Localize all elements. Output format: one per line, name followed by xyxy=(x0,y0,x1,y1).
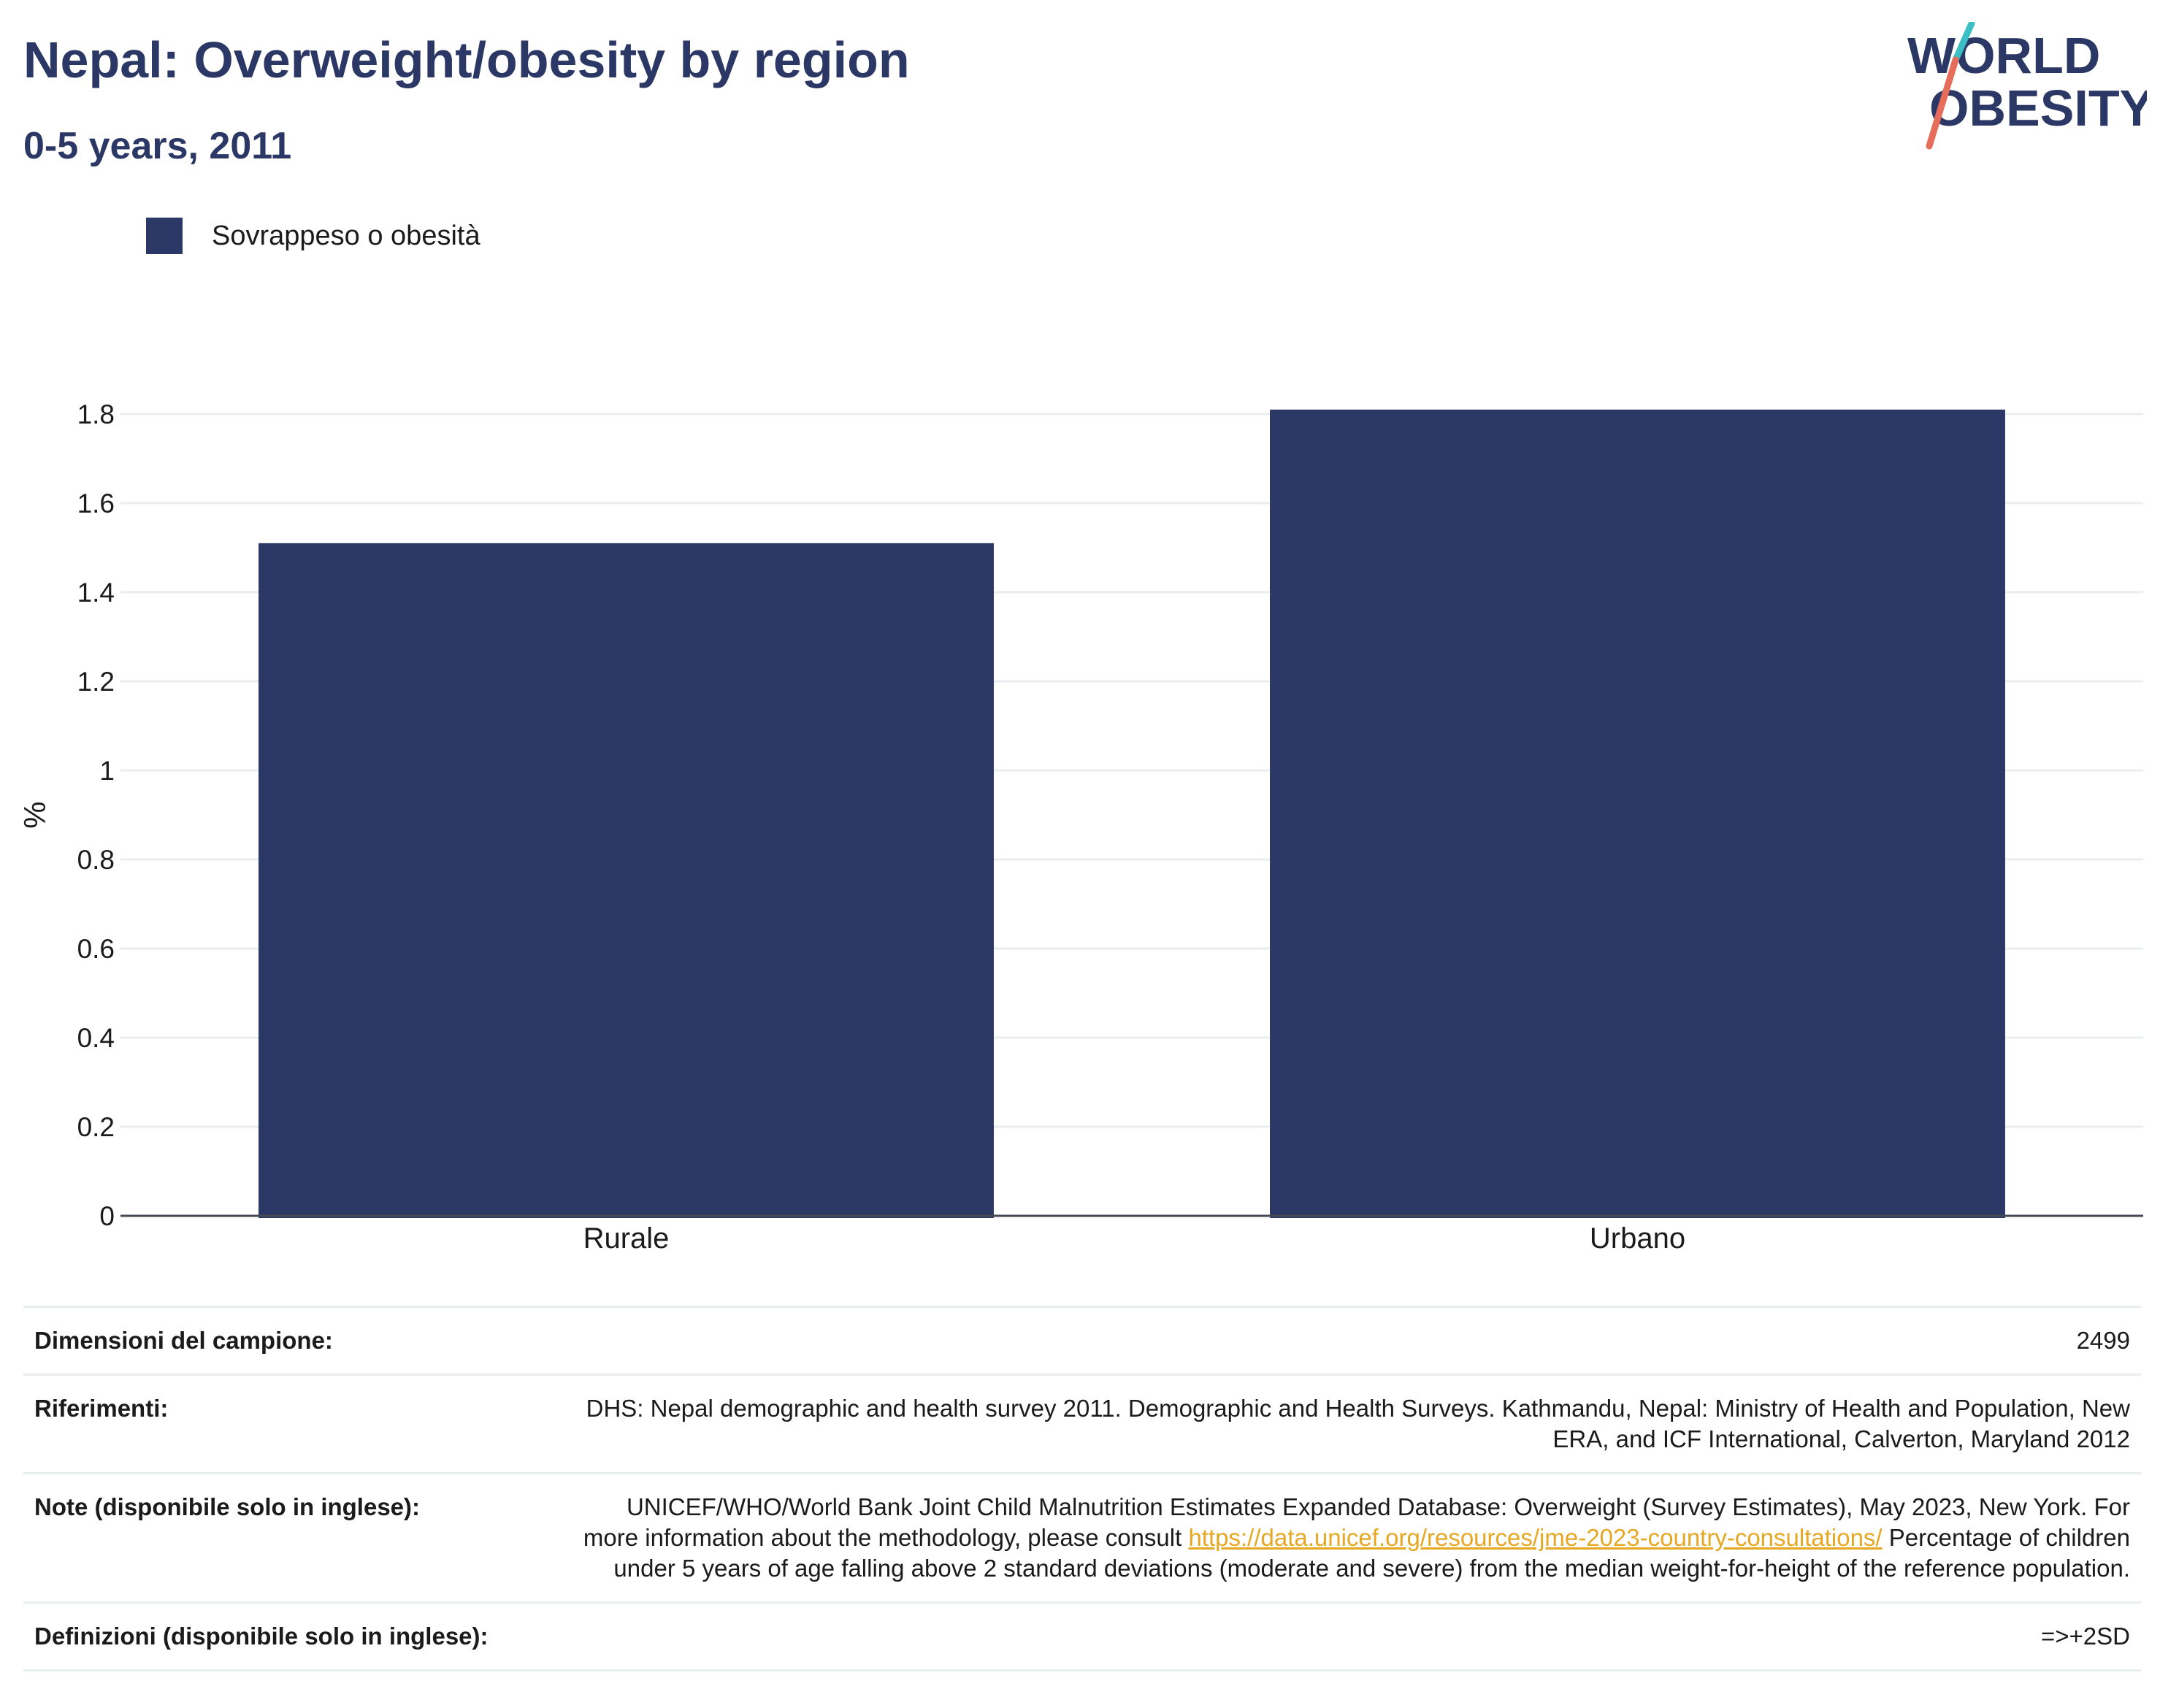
y-axis-title: % xyxy=(18,801,52,828)
references-label: Riferimenti: xyxy=(23,1374,556,1474)
y-tick-label: 1.8 xyxy=(77,399,115,429)
references-row: Riferimenti: DHS: Nepal demographic and … xyxy=(23,1374,2141,1474)
references-value: DHS: Nepal demographic and health survey… xyxy=(556,1374,2141,1474)
y-tick-label: 1.6 xyxy=(77,489,115,518)
bar-chart: 0 0.2 0.4 0.6 0.8 1 1.2 1.4 1.6 1.8 Rurale Urbano% xyxy=(18,399,2143,1255)
logo-slash-top xyxy=(1952,22,1975,64)
legend-label: Sovrappeso o obesità xyxy=(212,220,480,251)
world-obesity-logo: WORLD OBESITY xyxy=(1907,22,2147,150)
y-tick-label: 1.4 xyxy=(77,578,115,608)
bar-rurale xyxy=(258,543,994,1218)
logo-slash-bottom xyxy=(1926,56,1959,150)
sample-size-label: Dimensioni del campione: xyxy=(23,1306,556,1376)
chart-title: Nepal: Overweight/obesity by region xyxy=(23,31,910,88)
logo-line-2: OBESITY xyxy=(1929,80,2147,137)
notes-row: Note (disponibile solo in inglese): UNIC… xyxy=(23,1472,2141,1604)
notes-label: Note (disponibile solo in inglese): xyxy=(23,1472,556,1604)
y-tick-label: 0.8 xyxy=(77,845,115,875)
notes-link[interactable]: https://data.unicef.org/resources/jme-20… xyxy=(1188,1524,1883,1551)
definitions-row: Definizioni (disponibile solo in inglese… xyxy=(23,1601,2141,1671)
y-tick-label: 1.2 xyxy=(77,667,115,697)
chart-subtitle: 0-5 years, 2011 xyxy=(23,125,292,167)
y-tick-label: 0.4 xyxy=(77,1023,115,1053)
sample-size-row: Dimensioni del campione: 2499 xyxy=(23,1306,2141,1376)
sample-size-value: 2499 xyxy=(556,1306,2141,1376)
notes-text-1: UNICEF/WHO/World Bank Joint Child Malnut… xyxy=(583,1493,2130,1551)
y-tick-label: 1 xyxy=(99,756,115,786)
definitions-value: =>+2SD xyxy=(556,1601,2141,1671)
definitions-label: Definizioni (disponibile solo in inglese… xyxy=(23,1601,556,1671)
notes-text-2: Percentage of children under 5 years of … xyxy=(613,1524,2130,1582)
x-tick-label: Urbano xyxy=(1590,1222,1685,1255)
x-tick-label: Rurale xyxy=(583,1222,670,1255)
legend-swatch xyxy=(146,218,183,254)
y-tick-label: 0 xyxy=(99,1201,115,1231)
chart-legend: Sovrappeso o obesità xyxy=(146,218,480,254)
logo-line-1: WORLD xyxy=(1907,27,2100,84)
notes-value: UNICEF/WHO/World Bank Joint Child Malnut… xyxy=(556,1472,2141,1604)
bar-urbano xyxy=(1270,409,2005,1218)
info-table: Dimensioni del campione: 2499 Riferiment… xyxy=(23,1306,2141,1671)
y-tick-label: 0.2 xyxy=(77,1112,115,1142)
y-tick-label: 0.6 xyxy=(77,934,115,964)
